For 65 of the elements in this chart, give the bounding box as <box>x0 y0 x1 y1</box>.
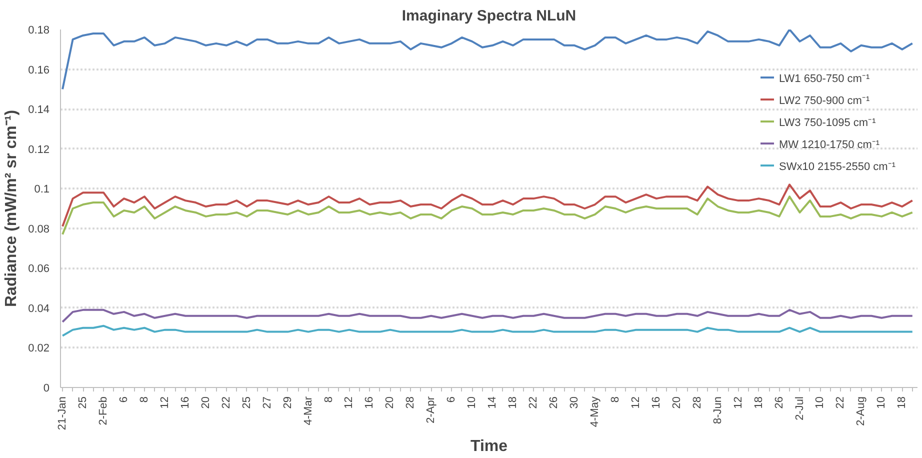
chart-title: Imaginary Spectra NLuN <box>402 8 576 24</box>
legend-label: LW2 750-900 cm⁻¹ <box>779 94 870 106</box>
x-tick-label: 20 <box>200 396 212 409</box>
x-tick-label: 8-Jun <box>712 396 724 424</box>
x-tick-label: 25 <box>77 396 90 409</box>
x-tick-label: 8 <box>609 396 622 403</box>
x-tick-label: 29 <box>282 396 294 409</box>
x-tick-label: 20 <box>670 396 683 409</box>
x-tick-label: 16 <box>650 396 662 409</box>
x-tick-label: 4-Mar <box>302 396 314 426</box>
legend-label: LW1 650-750 cm⁻¹ <box>779 72 870 84</box>
x-tick-label: 18 <box>507 396 520 409</box>
x-tick-label: 16 <box>364 396 376 409</box>
y-tick-label: 0.18 <box>28 24 50 36</box>
x-tick-label: 2-Aug <box>855 396 868 426</box>
x-tick-label: 25 <box>240 396 253 409</box>
x-tick-label: 6 <box>118 396 130 403</box>
y-tick-label: 0 <box>43 382 50 394</box>
line-series <box>62 30 914 90</box>
x-tick-label: 8 <box>322 396 335 403</box>
y-tick-label: 0.06 <box>28 263 50 276</box>
y-tick-label: 0.1 <box>34 184 50 196</box>
legend-label: SWx10 2155-2550 cm⁻¹ <box>779 160 896 172</box>
x-axis-title: Time <box>470 438 508 456</box>
y-axis-title: Radiance (mW/m² sr cm⁻¹) <box>3 110 20 308</box>
x-tick-label: 16 <box>179 396 192 409</box>
x-tick-label: 26 <box>548 396 560 409</box>
x-tick-label: 22 <box>220 396 232 409</box>
y-tick-label: 0.12 <box>28 144 50 156</box>
x-tick-label: 12 <box>630 396 642 409</box>
x-tick-label: 14 <box>486 396 499 409</box>
x-tick-label: 18 <box>752 396 765 409</box>
y-tick-label: 0.16 <box>28 64 50 76</box>
x-tick-label: 18 <box>896 396 908 409</box>
x-tick-label: 28 <box>404 396 417 409</box>
y-tick-label: 0.02 <box>28 342 50 355</box>
x-tick-label: 12 <box>732 396 744 409</box>
line-series <box>62 308 914 323</box>
x-tick-label: 2-Apr <box>425 396 438 424</box>
x-tick-label: 10 <box>466 396 478 409</box>
x-tick-label: 21-Jan <box>56 396 69 430</box>
x-tick-label: 30 <box>568 396 580 409</box>
x-tick-label: 27 <box>261 396 274 409</box>
y-tick-label: 0.08 <box>28 223 50 236</box>
line-series <box>62 324 914 337</box>
x-tick-label: 10 <box>814 396 826 409</box>
y-tick-label: 0.04 <box>28 302 50 315</box>
line-series <box>62 184 914 228</box>
x-tick-label: 28 <box>691 396 704 409</box>
x-tick-label: 2-Jul <box>794 396 806 420</box>
x-tick-label: 10 <box>876 396 888 409</box>
x-tick-label: 2-Feb <box>98 396 110 426</box>
x-tick-label: 4-May <box>588 396 601 428</box>
x-tick-label: 22 <box>834 396 847 409</box>
y-tick-label: 0.14 <box>28 104 50 116</box>
legend-label: LW3 750-1095 cm⁻¹ <box>779 116 876 128</box>
legend-label: MW 1210-1750 cm⁻¹ <box>779 138 880 150</box>
line-series <box>62 196 914 236</box>
x-tick-label: 26 <box>773 396 786 409</box>
x-tick-label: 12 <box>158 396 171 409</box>
x-tick-label: 12 <box>343 396 356 409</box>
x-tick-label: 6 <box>446 396 458 403</box>
x-tick-label: 8 <box>138 396 150 403</box>
x-tick-label: 22 <box>528 396 540 409</box>
x-tick-label: 20 <box>384 396 396 409</box>
